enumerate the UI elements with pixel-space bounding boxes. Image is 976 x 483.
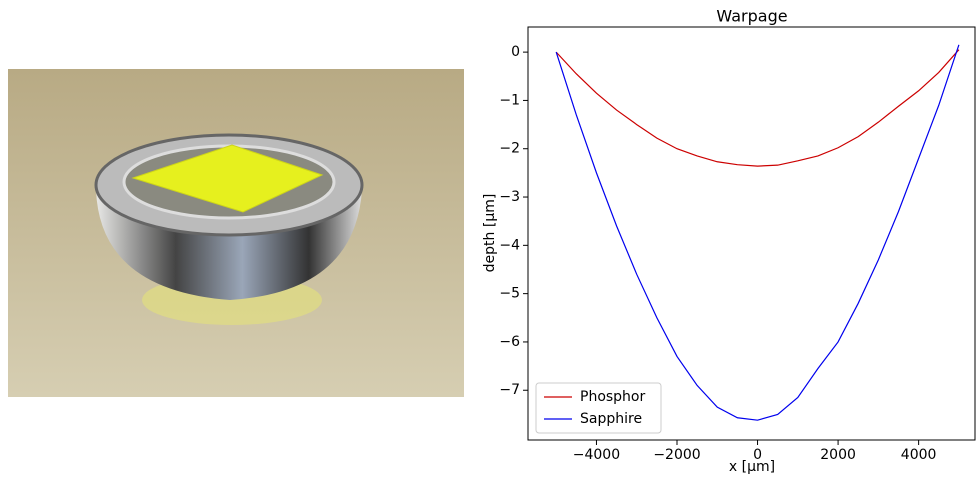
x-tick-label: −4000 bbox=[573, 447, 620, 463]
y-tick-label: −2 bbox=[499, 141, 520, 157]
y-tick-label: −6 bbox=[499, 334, 520, 350]
y-tick-label: −5 bbox=[499, 286, 520, 302]
chart-title: Warpage bbox=[716, 7, 787, 26]
legend-box bbox=[535, 382, 662, 434]
line bbox=[555, 49, 960, 167]
legend-label: Sapphire bbox=[580, 411, 642, 427]
x-tick-label: 2000 bbox=[820, 447, 856, 463]
y-tick-label: 0 bbox=[511, 44, 520, 60]
y-tick-label: −4 bbox=[499, 237, 520, 253]
y-tick-label: −7 bbox=[499, 382, 520, 398]
x-tick-label: −2000 bbox=[653, 447, 700, 463]
x-tick-label: 0 bbox=[753, 447, 762, 463]
plot-frame bbox=[527, 26, 976, 441]
x-tick-label: 4000 bbox=[901, 447, 937, 463]
y-tick-label: −3 bbox=[499, 189, 520, 205]
y-axis-label: depth [μm] bbox=[482, 194, 498, 273]
line bbox=[555, 44, 960, 421]
photo bbox=[8, 69, 464, 397]
legend-label: Phosphor bbox=[580, 389, 646, 405]
x-axis-label: x [μm] bbox=[729, 459, 775, 475]
y-tick-label: −1 bbox=[499, 92, 520, 108]
